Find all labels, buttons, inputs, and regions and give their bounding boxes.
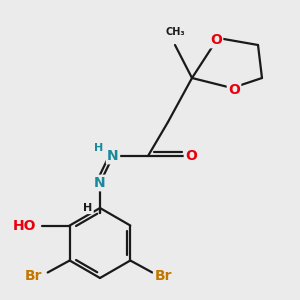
Text: N: N	[94, 176, 106, 190]
Text: H: H	[83, 203, 93, 213]
Text: Br: Br	[25, 269, 43, 284]
Text: Br: Br	[154, 269, 172, 284]
Text: H: H	[94, 143, 103, 153]
Text: HO: HO	[13, 218, 37, 233]
Text: CH₃: CH₃	[165, 27, 185, 37]
Text: N: N	[107, 149, 119, 163]
Text: O: O	[228, 83, 240, 97]
Text: O: O	[185, 149, 197, 163]
Text: O: O	[210, 33, 222, 47]
